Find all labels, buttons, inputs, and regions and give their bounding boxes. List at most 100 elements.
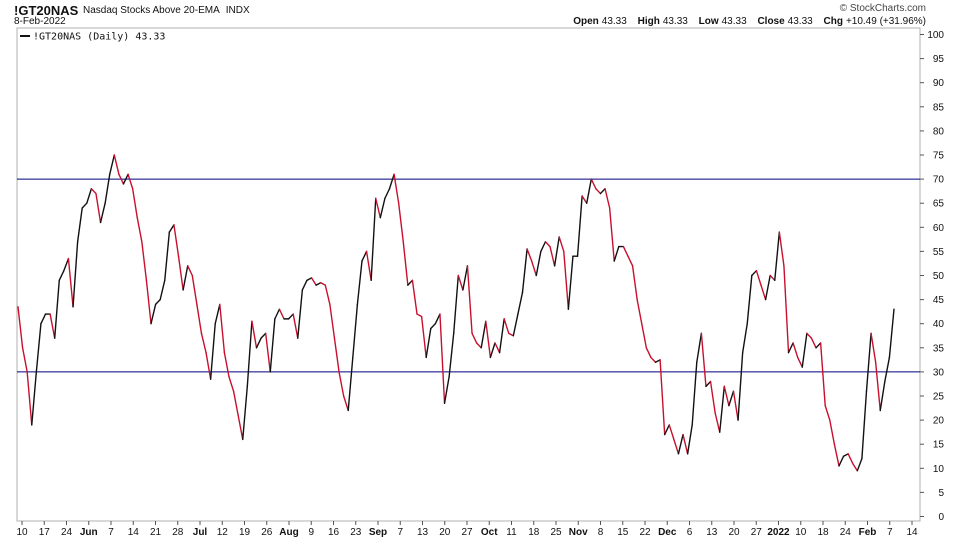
x-tick-label: Dec [658, 527, 677, 538]
series-segment [95, 192, 102, 224]
series-segment [40, 313, 47, 325]
y-tick-label: 5 [938, 488, 944, 499]
y-tick-label: 20 [933, 416, 945, 427]
x-tick-label: 7 [397, 527, 403, 538]
series-segment [631, 265, 638, 301]
series-segment [76, 207, 83, 243]
series-segment [865, 332, 872, 392]
y-tick-label: 90 [933, 78, 945, 89]
series-segment [462, 265, 469, 291]
y-tick-label: 45 [933, 295, 945, 306]
x-tick-label: 14 [128, 527, 140, 538]
x-tick-label: 26 [261, 527, 273, 538]
close-label: Close [757, 16, 785, 27]
x-tick-label: 8 [598, 527, 604, 538]
series-segment [787, 342, 794, 354]
series-segment [691, 361, 698, 426]
series-segment [888, 308, 895, 359]
ohlc-readout: Open 43.33 High 43.33 Low 43.33 Close 43.33 … [565, 16, 926, 27]
series-segment [246, 320, 253, 388]
series-segment [824, 404, 831, 421]
series-segment [737, 351, 744, 421]
series-segment [430, 323, 437, 330]
series-segment [453, 274, 459, 335]
series-segment [17, 306, 24, 349]
y-tick-label: 15 [933, 440, 945, 451]
series-segment [113, 154, 120, 175]
series-segment [145, 279, 152, 325]
x-tick-label: 28 [172, 527, 184, 538]
series-segment [567, 255, 574, 310]
series-segment [402, 241, 409, 286]
series-segment [489, 342, 496, 359]
series-segment [228, 376, 235, 392]
high-value: 43.33 [662, 16, 688, 27]
series-segment [576, 195, 583, 257]
series-segment [645, 347, 652, 359]
series-segment [530, 260, 537, 277]
series-segment [819, 342, 826, 407]
y-tick-label: 10 [933, 464, 945, 475]
series-segment [384, 188, 391, 200]
series-segment [677, 433, 684, 455]
series-segment [136, 216, 143, 243]
series-segment [388, 173, 395, 190]
series-segment [471, 332, 478, 344]
series-segment [361, 250, 368, 262]
series-segment [613, 245, 620, 262]
series-segment [829, 419, 836, 445]
series-segment [301, 279, 308, 291]
series-segment [581, 195, 588, 204]
series-segment [553, 236, 560, 267]
series-segment [448, 332, 455, 378]
series-segment [663, 424, 670, 436]
chg-value: +10.49 (+31.96%) [845, 16, 926, 27]
x-tick-label: Nov [569, 527, 588, 538]
series-segment [352, 303, 359, 359]
series-segment [480, 320, 487, 349]
series-segment [274, 308, 281, 320]
series-segment [595, 188, 602, 195]
series-segment [200, 332, 207, 354]
series-segment [466, 265, 473, 335]
series-segment [682, 433, 689, 455]
series-segment [796, 356, 803, 368]
series-segment [608, 207, 615, 262]
series-segment [72, 241, 79, 308]
x-tick-label: 11 [506, 527, 517, 538]
series-segment [118, 173, 125, 185]
series-segment [154, 298, 161, 306]
high-label: High [637, 16, 660, 27]
series-segment [503, 318, 510, 335]
series-segment [517, 291, 524, 315]
x-tick-label: 10 [795, 527, 807, 538]
series-segment [324, 284, 331, 306]
series-segment [870, 332, 877, 363]
series-segment [141, 241, 148, 282]
series-segment [338, 371, 345, 397]
x-tick-label: 9 [308, 527, 314, 538]
series-segment [425, 327, 432, 359]
y-tick-label: 100 [927, 30, 944, 41]
x-tick-label: 2022 [767, 527, 790, 538]
y-tick-label: 85 [933, 102, 945, 113]
series-segment [297, 289, 304, 339]
series-segment [58, 269, 65, 282]
x-tick-label: Sep [369, 527, 387, 538]
x-tick-label: 20 [728, 527, 740, 538]
brand-label[interactable]: © StockCharts.com [839, 3, 926, 14]
series-segment [833, 443, 840, 467]
y-tick-label: 70 [933, 175, 945, 186]
series-segment [420, 315, 427, 359]
series-segment [209, 323, 216, 380]
series-segment [769, 274, 776, 282]
y-tick-label: 75 [933, 151, 945, 162]
y-tick-label: 65 [933, 199, 945, 210]
series-segment [63, 257, 70, 272]
series-segment [26, 371, 33, 426]
x-tick-label: 6 [687, 527, 693, 538]
y-tick-label: 40 [933, 319, 945, 330]
series-segment [732, 390, 739, 421]
series-segment [874, 361, 881, 412]
